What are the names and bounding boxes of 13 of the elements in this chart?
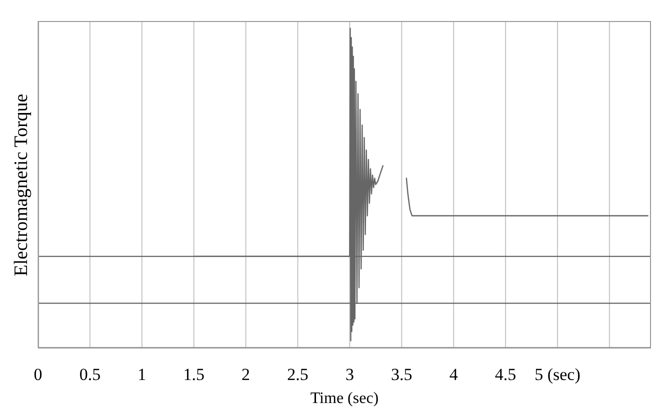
x-tick-label: 2.5 — [287, 365, 308, 384]
x-tick-label: 0.5 — [79, 365, 101, 384]
x-tick-label: 5 (sec) — [534, 365, 580, 384]
x-tick-label: 2 — [242, 365, 250, 384]
x-tick-label: 1 — [138, 365, 146, 384]
y-axis-title: Electromagnetic Torque — [11, 93, 33, 276]
x-tick-label: 3.5 — [391, 365, 412, 384]
x-axis-title: Time (sec) — [309, 390, 380, 407]
x-tick-label: 4 — [449, 365, 458, 384]
x-tick-label: 4.5 — [494, 365, 516, 384]
x-tick-label: 3 — [345, 365, 354, 384]
x-tick-label: 0 — [34, 365, 42, 384]
x-tick-label: 1.5 — [183, 365, 204, 384]
